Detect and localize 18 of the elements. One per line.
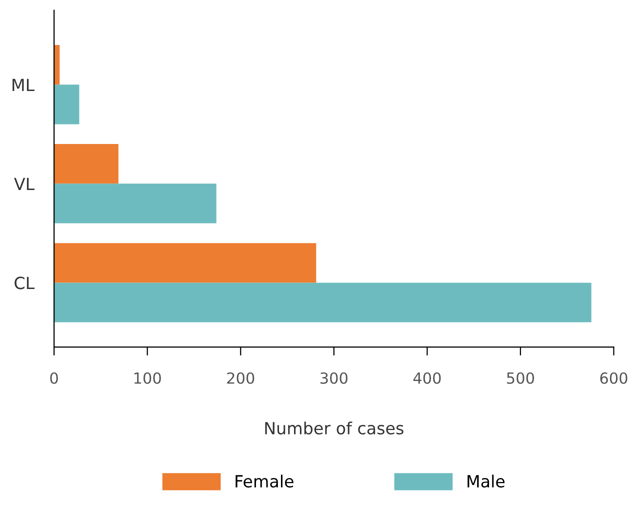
- legend-label: Female: [236, 474, 294, 488]
- legend-label: Male: [468, 474, 505, 488]
- bar: [54, 144, 118, 184]
- x-tick-label: 400: [413, 372, 441, 384]
- x-tick-label: 100: [134, 372, 161, 384]
- x-tick-label: 300: [320, 372, 348, 384]
- x-tick-label: 200: [227, 372, 254, 384]
- bar: [54, 184, 216, 224]
- bar: [54, 84, 80, 124]
- x-tick-label: 500: [507, 372, 534, 384]
- y-tick-label: CL: [14, 276, 35, 290]
- x-tick-label: 600: [600, 372, 628, 384]
- bar: [54, 243, 316, 283]
- x-tick-label: 0: [50, 372, 58, 384]
- y-tick-label: VL: [14, 178, 35, 190]
- bar: [54, 282, 592, 322]
- x-axis-title: Number of cases: [265, 422, 404, 434]
- y-tick-label: ML: [12, 78, 35, 91]
